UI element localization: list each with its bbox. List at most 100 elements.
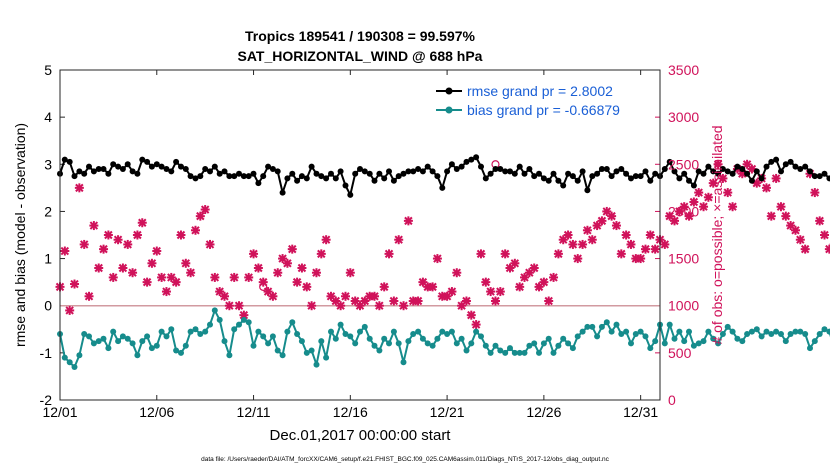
obs-assimilated-point	[254, 264, 263, 273]
obs-assimilated-point	[128, 268, 137, 277]
rmse-point	[260, 173, 266, 179]
rmse-point	[778, 168, 784, 174]
legend-bias-marker	[446, 107, 453, 114]
obs-assimilated-point	[196, 212, 205, 221]
obs-assimilated-point	[549, 273, 558, 282]
bias-point	[314, 362, 320, 368]
obs-assimilated-point	[317, 249, 326, 258]
bias-point	[376, 348, 382, 354]
obs-assimilated-point	[646, 231, 655, 240]
obs-assimilated-point	[597, 216, 606, 225]
rmse-point	[101, 166, 107, 172]
obs-assimilated-point	[612, 221, 621, 230]
rmse-point	[81, 171, 87, 177]
rmse-point	[294, 178, 300, 184]
bias-point	[589, 324, 595, 330]
chart-title-line2: SAT_HORIZONTAL_WIND @ 688 hPa	[238, 48, 483, 64]
obs-assimilated-point	[539, 278, 548, 287]
bias-point	[759, 333, 765, 339]
bias-point	[222, 338, 228, 344]
rmse-point	[686, 178, 692, 184]
bias-point	[609, 329, 615, 335]
obs-assimilated-point	[268, 292, 277, 301]
obs-assimilated-point	[476, 249, 485, 258]
rmse-point	[609, 173, 615, 179]
rmse-point	[764, 164, 770, 170]
obs-assimilated-point	[210, 273, 219, 282]
bias-point	[594, 333, 600, 339]
bias-point	[652, 338, 658, 344]
bias-point	[367, 336, 373, 342]
bias-point	[270, 333, 276, 339]
obs-assimilated-point	[220, 292, 229, 301]
rmse-point	[222, 168, 228, 174]
data-file-footer: data file: /Users/raeder/DAI/ATM_forcXX/…	[201, 456, 610, 463]
bias-point	[318, 338, 324, 344]
rmse-point	[430, 168, 436, 174]
bias-point	[246, 319, 252, 325]
rmse-point	[526, 166, 532, 172]
y-right-tick-label: 1500	[668, 251, 699, 267]
rmse-point	[546, 178, 552, 184]
obs-assimilated-point	[389, 297, 398, 306]
bias-point	[202, 329, 208, 335]
bias-point	[193, 326, 199, 332]
rmse-point	[328, 171, 334, 177]
rmse-point	[638, 173, 644, 179]
rmse-point	[643, 168, 649, 174]
rmse-point	[551, 171, 557, 177]
obs-assimilated-point	[341, 292, 350, 301]
bias-point	[802, 331, 808, 337]
rmse-point	[618, 166, 624, 172]
bias-point	[783, 338, 789, 344]
bias-point	[812, 338, 818, 344]
bias-point	[294, 331, 300, 337]
obs-assimilated-point	[728, 202, 737, 211]
bias-point	[575, 333, 581, 339]
obs-assimilated-point	[114, 235, 123, 244]
x-tick-label: 12/31	[623, 404, 658, 420]
obs-assimilated-point	[588, 235, 597, 244]
rmse-point	[773, 157, 779, 163]
rmse-point	[754, 168, 760, 174]
obs-assimilated-point	[65, 306, 74, 315]
obs-assimilated-point	[370, 292, 379, 301]
obs-assimilated-point	[118, 264, 127, 273]
rmse-point	[522, 171, 528, 177]
obs-assimilated-point	[235, 301, 244, 310]
y-left-tick-label: -1	[40, 345, 53, 361]
bias-point	[386, 340, 392, 346]
obs-assimilated-point	[530, 264, 539, 273]
obs-assimilated-point	[104, 231, 113, 240]
rmse-point	[701, 171, 707, 177]
obs-assimilated-point	[307, 301, 316, 310]
rmse-point	[512, 171, 518, 177]
bias-point	[396, 340, 402, 346]
obs-assimilated-point	[147, 259, 156, 268]
obs-assimilated-point	[380, 282, 389, 291]
obs-assimilated-point	[622, 231, 631, 240]
rmse-point	[352, 171, 358, 177]
bias-point	[381, 336, 387, 342]
obs-assimilated-point	[201, 205, 210, 214]
bias-point	[502, 350, 508, 356]
obs-assimilated-point	[578, 240, 587, 249]
bias-point	[110, 329, 116, 335]
bias-point	[807, 345, 813, 351]
x-tick-label: 12/16	[333, 404, 368, 420]
y-axis-label-left: rmse and bias (model - observation)	[12, 123, 28, 347]
rmse-point	[788, 159, 794, 165]
rmse-point	[483, 175, 489, 181]
obs-assimilated-point	[375, 301, 384, 310]
obs-assimilated-point	[244, 273, 253, 282]
bias-point	[565, 340, 571, 346]
rmse-point	[280, 190, 286, 196]
bias-point	[260, 333, 266, 339]
obs-assimilated-point	[60, 247, 69, 256]
rmse-point	[255, 180, 261, 186]
obs-assimilated-point	[157, 273, 166, 282]
rmse-point	[739, 166, 745, 172]
legend-bias-label: bias grand pr = -0.66879	[467, 102, 620, 118]
bias-point	[72, 364, 78, 370]
